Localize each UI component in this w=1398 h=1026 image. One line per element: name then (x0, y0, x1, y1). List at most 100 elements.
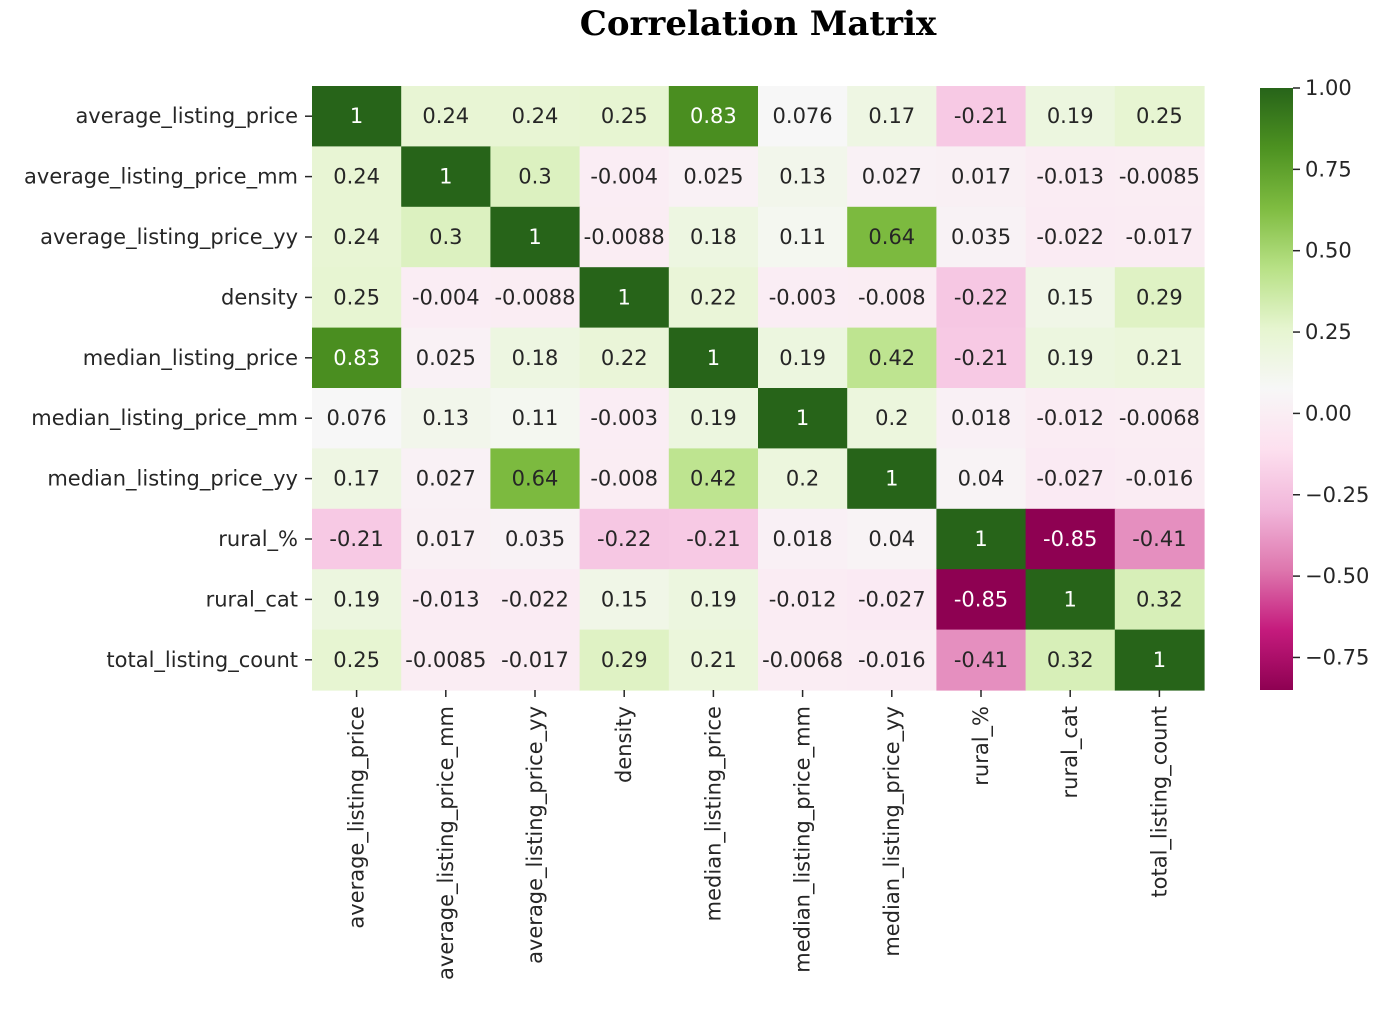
x-tick-label: density (612, 706, 636, 783)
colorbar-tick-label: 1.00 (1305, 76, 1352, 100)
heatmap-cell (758, 388, 848, 449)
heatmap-cell (936, 629, 1027, 691)
y-tick-label: rural_% (218, 527, 298, 552)
cell-annotation: -0.21 (686, 527, 740, 551)
heatmap-cell (401, 629, 491, 691)
heatmap-cell (401, 267, 491, 329)
heatmap-cell (1114, 327, 1205, 389)
cell-annotation: 0.64 (868, 225, 915, 249)
cell-annotation: 0.83 (690, 104, 737, 128)
cell-annotation: 0.13 (779, 165, 826, 189)
heatmap-cells: 1 0.24 0.24 0.25 0.83 0.076 0.17 -0.21 0.19 0.25 0… (312, 86, 1205, 691)
x-tick-label: median_listing_price (701, 706, 726, 921)
cell-annotation: -0.022 (501, 587, 569, 611)
cell-annotation: 0.025 (416, 346, 476, 370)
cell-annotation: 0.027 (862, 165, 922, 189)
y-tick-label: median_listing_price_yy (47, 467, 298, 492)
cell-annotation: 0.64 (512, 467, 559, 491)
cell-annotation: -0.008 (858, 285, 926, 309)
cell-annotation: -0.85 (954, 587, 1008, 611)
cell-annotation: -0.22 (597, 527, 651, 551)
cell-annotation: -0.003 (769, 285, 837, 309)
heatmap-cell (1025, 327, 1116, 389)
heatmap-cell (1025, 629, 1116, 691)
cell-annotation: 0.29 (1136, 285, 1183, 309)
colorbar (1260, 88, 1293, 690)
heatmap-cell (758, 629, 848, 691)
heatmap-cell (579, 327, 670, 389)
cell-annotation: 0.076 (327, 406, 387, 430)
heatmap-cell (758, 508, 848, 570)
cell-annotation: -0.41 (1132, 527, 1186, 551)
heatmap-cell (579, 206, 670, 268)
cell-annotation: 0.32 (1136, 587, 1183, 611)
y-tick-label: average_listing_price_mm (24, 165, 298, 190)
cell-annotation: -0.21 (329, 527, 383, 551)
heatmap-cell (579, 569, 670, 631)
heatmap-cell (490, 448, 581, 510)
cell-annotation: -0.0088 (584, 225, 665, 249)
colorbar-tick-label: 0.25 (1305, 320, 1352, 344)
cell-annotation: 0.19 (333, 587, 380, 611)
cell-annotation: 1 (707, 346, 720, 370)
heatmap-cell (1025, 388, 1116, 449)
y-tick-label: total_listing_count (106, 648, 298, 673)
heatmap-cell (847, 267, 937, 329)
cell-annotation: 1 (350, 104, 363, 128)
heatmap-cell (936, 508, 1027, 570)
cell-annotation: -0.016 (1126, 467, 1194, 491)
cell-annotation: 0.18 (690, 225, 737, 249)
cell-annotation: 0.076 (773, 104, 833, 128)
cell-annotation: -0.004 (590, 165, 658, 189)
cell-annotation: -0.41 (954, 648, 1008, 672)
y-tick-label: median_listing_price (83, 346, 298, 371)
cell-annotation: 1 (439, 165, 452, 189)
heatmap-cell (312, 206, 402, 268)
heatmap-cell (1114, 206, 1205, 268)
cell-annotation: -0.012 (1036, 406, 1104, 430)
heatmap-cell (490, 146, 581, 208)
heatmap-cell (936, 206, 1027, 268)
cell-annotation: -0.027 (858, 587, 926, 611)
colorbar-tick-label: 0.50 (1305, 239, 1352, 263)
heatmap-cell (1114, 629, 1205, 691)
y-axis-tick-labels: average_listing_price average_listing_pri… (24, 104, 312, 673)
colorbar-tick-label: 0.00 (1305, 401, 1352, 425)
heatmap-cell (1114, 86, 1205, 147)
x-tick-label: average_listing_price (345, 706, 370, 929)
cell-annotation: -0.85 (1043, 527, 1097, 551)
heatmap-cell (847, 146, 937, 208)
cell-annotation: 0.17 (868, 104, 915, 128)
cell-annotation: 0.15 (601, 587, 648, 611)
heatmap-cell (847, 629, 937, 691)
chart-title: Correlation Matrix (580, 4, 937, 44)
colorbar-tick-label: −0.75 (1305, 645, 1369, 669)
cell-annotation: -0.027 (1036, 467, 1104, 491)
heatmap-cell (668, 206, 759, 268)
cell-annotation: -0.21 (954, 346, 1008, 370)
heatmap-cell (847, 86, 937, 147)
heatmap-cell (668, 327, 759, 389)
heatmap-cell (579, 629, 670, 691)
colorbar-tick-label: 0.75 (1305, 157, 1352, 181)
cell-annotation: 0.2 (786, 467, 819, 491)
heatmap-cell (1114, 508, 1205, 570)
cell-annotation: 0.25 (333, 285, 380, 309)
heatmap-cell (847, 508, 937, 570)
cell-annotation: 0.22 (601, 346, 648, 370)
heatmap-cell (490, 569, 581, 631)
heatmap-cell (490, 388, 581, 449)
heatmap-cell (1114, 267, 1205, 329)
cell-annotation: -0.21 (954, 104, 1008, 128)
heatmap-cell (847, 448, 937, 510)
cell-annotation: 0.3 (429, 225, 462, 249)
cell-annotation: -0.013 (412, 587, 480, 611)
heatmap-cell (936, 448, 1027, 510)
cell-annotation: 1 (796, 406, 809, 430)
heatmap-cell (312, 388, 402, 449)
heatmap-cell (312, 508, 402, 570)
cell-annotation: -0.0068 (762, 648, 843, 672)
heatmap-cell (758, 86, 848, 147)
y-tick-label: median_listing_price_mm (31, 406, 298, 431)
heatmap-cell (401, 448, 491, 510)
